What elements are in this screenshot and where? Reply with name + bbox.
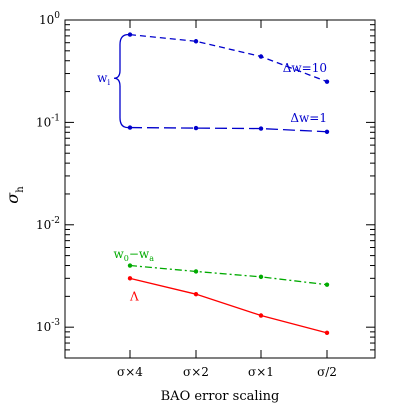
annotation-text: w (114, 247, 125, 261)
annotation-subscript: 0 (124, 254, 129, 263)
annotation-subscript: i (107, 78, 110, 87)
data-point (193, 291, 199, 297)
data-point (324, 282, 330, 287)
series-line-0 (129, 33, 328, 83)
data-point (193, 125, 199, 131)
annotation-subscript: a (149, 254, 154, 263)
annotation-text: Δw=1 (290, 111, 327, 125)
x-tick-label: σ×4 (117, 365, 143, 379)
wi-brace (113, 33, 129, 129)
data-point (258, 313, 264, 318)
data-point (127, 263, 133, 268)
annotation-label: Λ (129, 289, 139, 303)
y-tick-exponent: -2 (51, 216, 60, 226)
annotation-text: Δw=10 (283, 61, 327, 75)
data-point (324, 129, 330, 134)
series-line-2 (129, 264, 328, 286)
x-tick-label: σ×2 (183, 365, 209, 379)
data-point (193, 269, 199, 274)
y-tick-exponent: 0 (54, 11, 60, 21)
annotation-text: −w (129, 247, 150, 261)
data-point (324, 79, 330, 84)
data-point (127, 32, 133, 37)
y-axis-subscript: h (15, 186, 26, 193)
annotation-text: w (97, 71, 108, 85)
x-axis-label: BAO error scaling (161, 389, 280, 404)
series-line-1 (129, 126, 328, 133)
data-point (324, 330, 330, 336)
data-point (258, 126, 264, 131)
data-point (258, 54, 264, 59)
y-tick-exponent: -1 (51, 113, 60, 123)
data-point (127, 276, 133, 281)
x-tick-label: σ/2 (317, 365, 337, 379)
annotation-label: Δw=1 (290, 111, 327, 125)
annotation-text: Λ (129, 289, 139, 303)
annotation-label: wi (97, 71, 110, 87)
y-tick-label: 100 (39, 11, 60, 27)
x-tick-label: σ×1 (248, 365, 274, 379)
y-tick-label: 10-3 (36, 318, 60, 334)
y-tick-label: 10-2 (36, 216, 60, 232)
annotation-label: w0−wa (114, 247, 155, 263)
plot-area: σ×4 σ×2 σ×1 σ/2 100 10-1 10-2 10-3 BAO error sca… (3, 11, 376, 404)
y-axis-label: σh (3, 186, 26, 204)
y-tick-exponent: -3 (51, 318, 60, 328)
data-point (193, 39, 199, 44)
series-line-3 (129, 277, 328, 334)
plot-frame (64, 19, 376, 359)
annotation-label: Δw=10 (283, 61, 327, 75)
data-point (258, 274, 264, 280)
data-point (127, 125, 133, 130)
y-tick-label: 10-1 (36, 113, 60, 129)
y-axis-symbol: σ (3, 192, 22, 204)
